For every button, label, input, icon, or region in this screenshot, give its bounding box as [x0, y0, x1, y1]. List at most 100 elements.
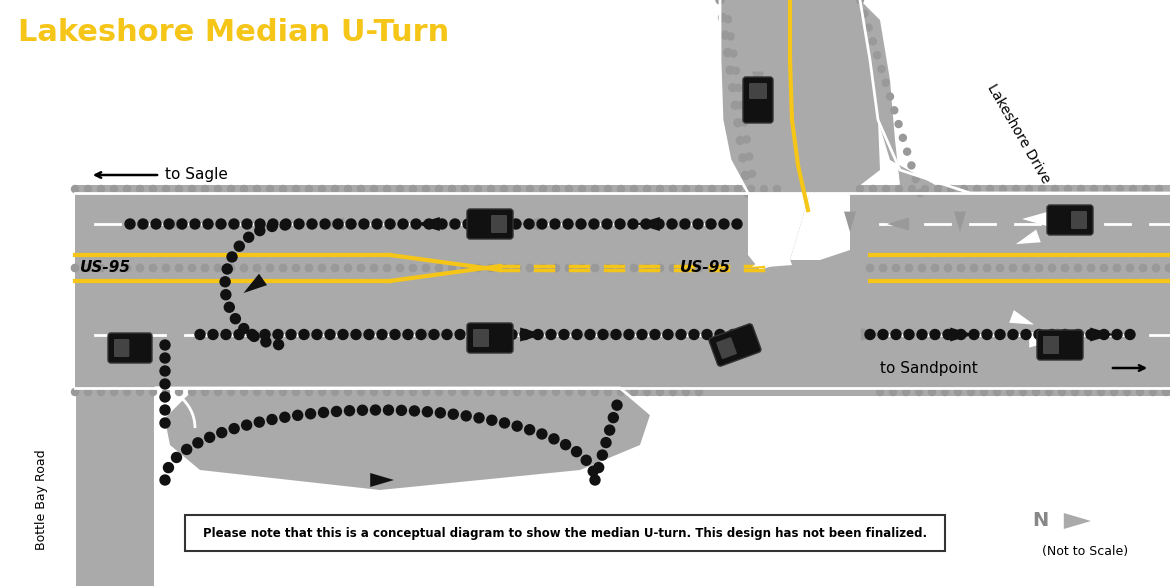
Circle shape	[229, 424, 239, 434]
Circle shape	[448, 186, 455, 192]
Circle shape	[422, 264, 429, 271]
Circle shape	[177, 219, 187, 229]
Circle shape	[280, 220, 290, 230]
Circle shape	[1078, 186, 1085, 192]
Circle shape	[501, 389, 508, 396]
Circle shape	[397, 186, 404, 192]
Circle shape	[565, 264, 572, 271]
Circle shape	[728, 33, 734, 40]
Circle shape	[1114, 264, 1121, 271]
Circle shape	[201, 264, 208, 271]
Circle shape	[1136, 389, 1143, 396]
Circle shape	[980, 389, 987, 396]
Circle shape	[268, 219, 278, 229]
Circle shape	[220, 277, 230, 287]
Polygon shape	[1016, 230, 1041, 244]
FancyBboxPatch shape	[108, 333, 152, 363]
Circle shape	[500, 418, 509, 428]
Circle shape	[728, 329, 738, 339]
Text: (Not to Scale): (Not to Scale)	[1042, 544, 1128, 557]
Circle shape	[890, 107, 897, 114]
Text: to Sandpoint: to Sandpoint	[880, 360, 978, 376]
Circle shape	[961, 186, 968, 192]
Circle shape	[861, 11, 868, 17]
Circle shape	[281, 219, 291, 229]
Circle shape	[424, 219, 434, 229]
Circle shape	[618, 186, 625, 192]
Circle shape	[537, 429, 546, 439]
Circle shape	[442, 329, 452, 339]
Circle shape	[589, 219, 599, 229]
Circle shape	[137, 186, 144, 192]
Circle shape	[1025, 186, 1032, 192]
Circle shape	[578, 264, 585, 271]
Circle shape	[1087, 264, 1094, 271]
Circle shape	[724, 16, 731, 23]
Circle shape	[422, 389, 429, 396]
Circle shape	[1149, 389, 1156, 396]
FancyBboxPatch shape	[1047, 205, 1093, 235]
Circle shape	[1126, 329, 1135, 339]
Circle shape	[598, 329, 608, 339]
Circle shape	[285, 329, 296, 339]
Circle shape	[514, 389, 521, 396]
Circle shape	[869, 186, 876, 192]
Circle shape	[71, 186, 78, 192]
Circle shape	[618, 264, 625, 271]
Circle shape	[435, 264, 442, 271]
Circle shape	[865, 24, 872, 31]
Circle shape	[176, 264, 183, 271]
Circle shape	[1065, 186, 1072, 192]
Circle shape	[371, 405, 380, 415]
Circle shape	[709, 264, 716, 271]
Circle shape	[501, 264, 508, 271]
Circle shape	[384, 186, 391, 192]
Circle shape	[1019, 389, 1026, 396]
Circle shape	[735, 186, 742, 192]
Circle shape	[241, 264, 248, 271]
Circle shape	[124, 264, 131, 271]
Circle shape	[1034, 329, 1044, 339]
Circle shape	[305, 409, 316, 419]
Circle shape	[993, 389, 1000, 396]
Circle shape	[84, 264, 91, 271]
FancyBboxPatch shape	[185, 515, 945, 551]
Circle shape	[422, 264, 429, 271]
Circle shape	[903, 148, 910, 155]
Circle shape	[254, 264, 261, 271]
Circle shape	[590, 475, 600, 485]
Circle shape	[539, 264, 546, 271]
Circle shape	[539, 186, 546, 192]
Text: US-95: US-95	[680, 261, 731, 275]
Circle shape	[592, 264, 599, 271]
Circle shape	[552, 264, 559, 271]
Circle shape	[908, 162, 915, 169]
Circle shape	[1012, 186, 1019, 192]
Circle shape	[656, 264, 663, 271]
Circle shape	[900, 134, 907, 141]
Circle shape	[1086, 329, 1096, 339]
Circle shape	[318, 264, 325, 271]
Circle shape	[578, 389, 585, 396]
Circle shape	[1087, 264, 1094, 271]
FancyBboxPatch shape	[467, 323, 512, 353]
Circle shape	[882, 79, 889, 86]
Circle shape	[254, 417, 264, 427]
Circle shape	[895, 121, 902, 128]
FancyBboxPatch shape	[743, 77, 773, 123]
Circle shape	[377, 329, 387, 339]
Circle shape	[344, 389, 351, 396]
Circle shape	[204, 219, 213, 229]
Circle shape	[225, 302, 234, 312]
Circle shape	[318, 186, 325, 192]
Circle shape	[474, 413, 484, 423]
Circle shape	[176, 186, 183, 192]
Circle shape	[682, 186, 689, 192]
Circle shape	[601, 438, 611, 448]
Circle shape	[644, 264, 651, 271]
Circle shape	[227, 186, 234, 192]
Circle shape	[371, 264, 378, 271]
Circle shape	[201, 186, 208, 192]
Circle shape	[150, 264, 157, 271]
Circle shape	[904, 329, 914, 339]
